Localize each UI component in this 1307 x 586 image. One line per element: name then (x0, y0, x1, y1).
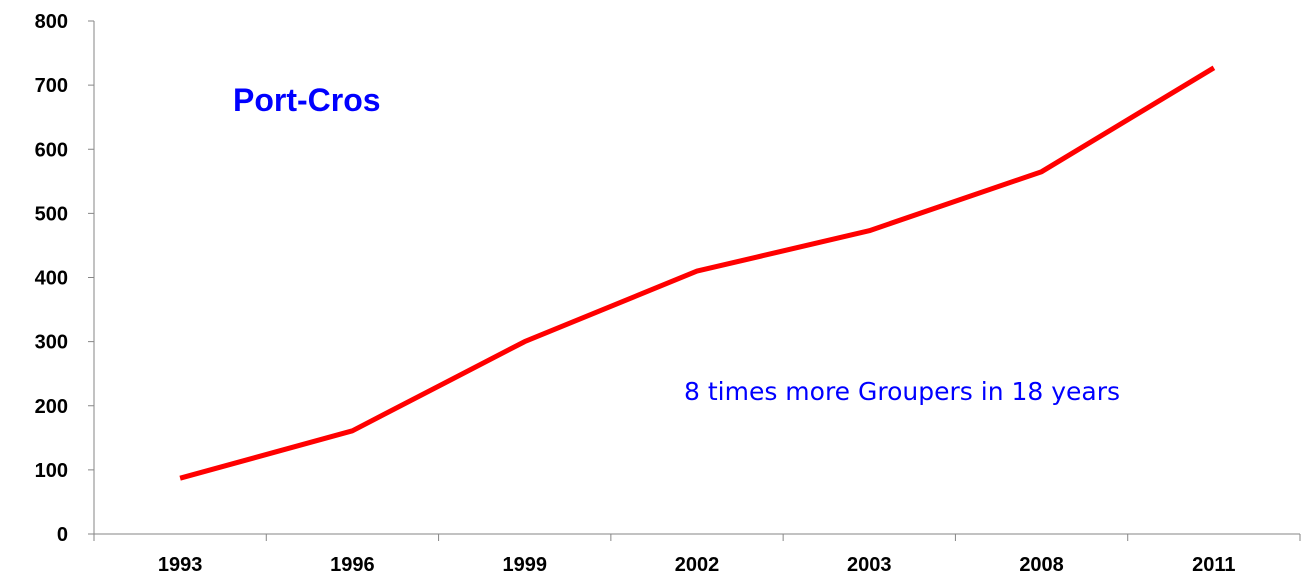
x-tick-label: 1996 (330, 554, 375, 576)
x-tick-label: 2002 (675, 554, 720, 576)
y-tick-label: 700 (35, 75, 68, 97)
x-tick-label: 1993 (158, 554, 203, 576)
y-tick-label: 400 (35, 268, 68, 290)
x-tick-label: 2011 (1192, 554, 1235, 576)
note-annotation: 8 times more Groupers in 18 years (684, 377, 1120, 406)
y-tick-label: 500 (35, 203, 68, 225)
y-tick-label: 0 (57, 524, 68, 546)
x-tick-label: 2008 (1019, 554, 1064, 576)
x-tick-label: 2003 (847, 554, 892, 576)
y-tick-label: 300 (35, 332, 68, 354)
y-tick-label: 600 (35, 139, 68, 161)
site-label-annotation: Port-Cros (233, 82, 381, 118)
y-tick-label: 200 (35, 396, 68, 418)
series-line (179, 65, 1216, 481)
y-tick-label: 800 (35, 11, 68, 33)
x-tick-label: 1999 (502, 554, 547, 576)
x-axis: 1993 1996 1999 2002 2003 2008 2011 (93, 533, 1301, 576)
y-axis: 0 100 200 300 400 500 600 700 800 (35, 11, 95, 546)
series-layer (179, 65, 1216, 481)
y-tick-label: 100 (35, 460, 68, 482)
